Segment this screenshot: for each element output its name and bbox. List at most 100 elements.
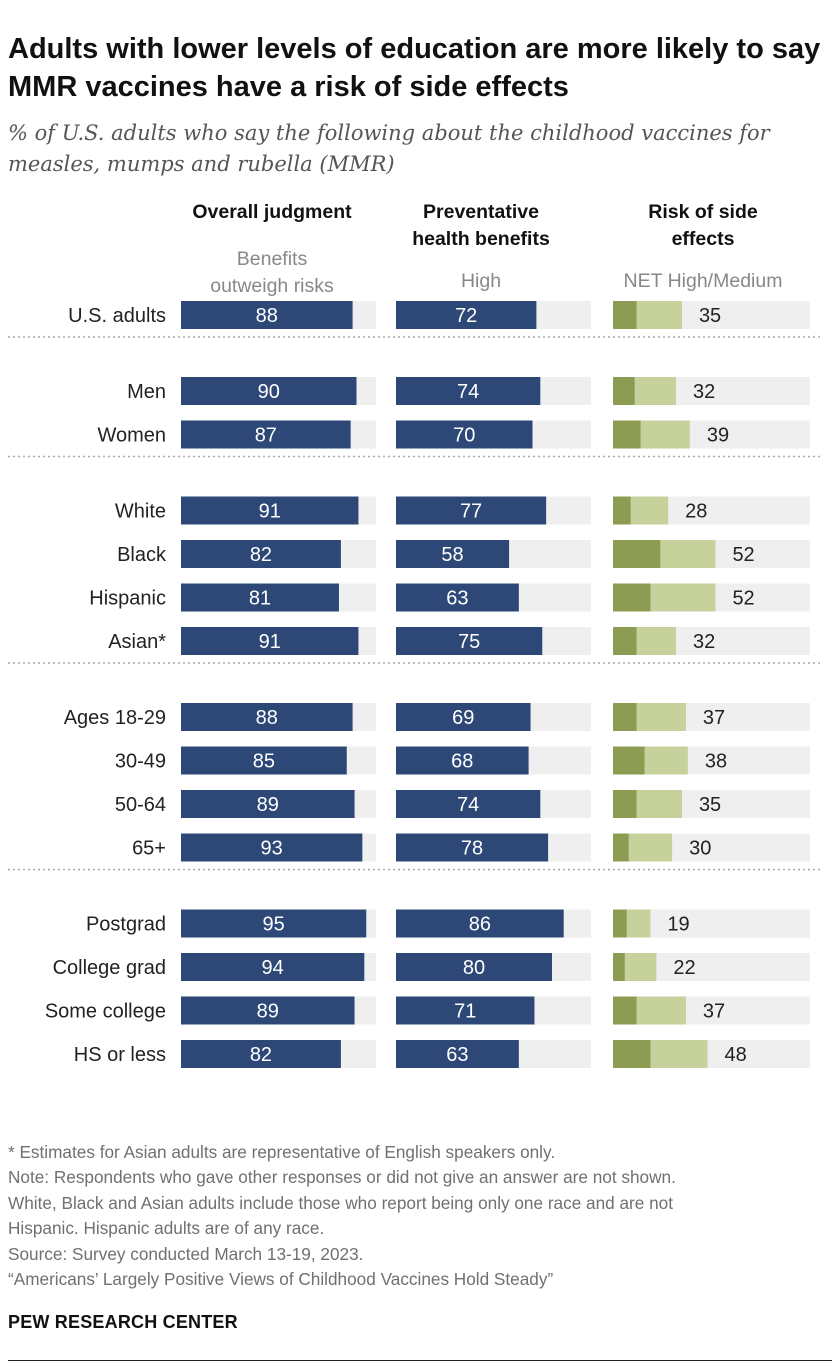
bar-risk-medium [624, 953, 657, 981]
bar-risk-medium [636, 627, 677, 655]
note-race-2: Hispanic. Hispanic adults are of any rac… [8, 1218, 325, 1239]
pew-logo-text: PEW RESEARCH CENTER [8, 1312, 238, 1332]
bar-overall [181, 627, 359, 655]
bar-preventative [396, 1040, 519, 1068]
bar-preventative [396, 746, 529, 775]
chart-title: Adults with lower levels of education ar… [8, 33, 821, 103]
value-label-preventative: 69 [452, 707, 474, 729]
value-label-preventative: 72 [455, 305, 477, 327]
row-label: HS or less [74, 1044, 166, 1066]
value-label-risk: 52 [732, 588, 754, 610]
bar-preventative [396, 909, 564, 938]
bar-preventative [396, 790, 541, 818]
bar-overall [181, 301, 353, 329]
row-label: Postgrad [86, 914, 166, 936]
value-label-risk: 48 [725, 1044, 747, 1066]
value-label-overall: 91 [259, 501, 281, 523]
value-label-overall: 95 [263, 914, 285, 936]
bar-preventative [396, 996, 535, 1025]
column-subheader-preventative: High [461, 270, 501, 292]
row-label: College grad [53, 957, 166, 979]
chart-notes: * Estimates for Asian adults are represe… [8, 1140, 833, 1292]
bar-preventative [396, 583, 519, 612]
value-label-risk: 30 [689, 838, 711, 860]
bar-overall [181, 996, 355, 1025]
value-label-overall: 87 [255, 425, 277, 447]
bar-overall [181, 377, 357, 405]
bar-overall [181, 953, 365, 981]
bar-preventative [396, 377, 541, 405]
bar-preventative [396, 953, 552, 981]
bar-risk-high [613, 420, 641, 449]
row-label: Men [127, 381, 166, 403]
bar-risk-high [613, 746, 645, 775]
value-label-preventative: 63 [446, 588, 468, 610]
bar-risk-high [613, 496, 631, 525]
bar-preventative [396, 540, 510, 568]
value-label-overall: 89 [257, 1001, 279, 1023]
value-label-overall: 89 [257, 794, 279, 816]
bar-risk-high [613, 909, 627, 938]
value-label-risk: 39 [707, 425, 729, 447]
value-label-overall: 85 [253, 751, 275, 773]
bar-risk-high [613, 833, 629, 862]
row-label: 65+ [132, 838, 166, 860]
bar-preventative [396, 496, 547, 525]
bar-risk-high [613, 540, 661, 568]
row-label: U.S. adults [68, 305, 166, 327]
bar-preventative [396, 627, 543, 655]
column-subheader-risk: NET High/Medium [624, 270, 783, 292]
chart-subtitle: % of U.S. adults who say the following a… [8, 121, 770, 176]
column-header-preventative: Preventative [423, 201, 539, 223]
value-label-overall: 82 [250, 1044, 272, 1066]
value-label-overall: 81 [249, 588, 271, 610]
column-header-risk: effects [672, 228, 735, 250]
bar-risk-medium [644, 746, 688, 775]
bar-risk-medium [636, 996, 686, 1025]
value-label-preventative: 77 [460, 501, 482, 523]
value-label-overall: 82 [250, 544, 272, 566]
bar-risk-high [613, 790, 637, 818]
value-label-overall: 88 [256, 305, 278, 327]
row-label: 30-49 [115, 751, 166, 773]
value-label-risk: 38 [705, 751, 727, 773]
bar-risk-medium [640, 420, 690, 449]
value-label-preventative: 63 [446, 1044, 468, 1066]
value-label-risk: 32 [693, 631, 715, 653]
bar-risk-high [613, 377, 635, 405]
column-header-overall: Overall judgment [192, 201, 352, 223]
value-label-risk: 19 [667, 914, 689, 936]
bar-overall [181, 540, 341, 568]
bar-overall [181, 1040, 341, 1068]
bar-risk-medium [636, 790, 682, 818]
value-label-preventative: 74 [457, 381, 479, 403]
row-label: Women [97, 425, 166, 447]
bar-overall [181, 703, 353, 731]
value-label-preventative: 86 [469, 914, 491, 936]
value-label-risk: 32 [693, 381, 715, 403]
bar-risk-medium [626, 909, 651, 938]
bar-risk-medium [660, 540, 716, 568]
value-label-preventative: 74 [457, 794, 479, 816]
bar-risk-high [613, 996, 637, 1025]
value-label-overall: 94 [262, 957, 284, 979]
row-label: Some college [45, 1001, 166, 1023]
bar-overall [181, 496, 359, 525]
bottom-rule [8, 1360, 832, 1361]
bar-risk-high [613, 583, 651, 612]
value-label-overall: 90 [258, 381, 280, 403]
bar-risk-medium [650, 583, 716, 612]
bar-preventative [396, 301, 537, 329]
note-race-1: White, Black and Asian adults include th… [8, 1192, 673, 1213]
bar-risk-medium [628, 833, 673, 862]
value-label-preventative: 68 [451, 751, 473, 773]
bar-overall [181, 420, 351, 449]
chart-area: Overall judgment Benefits outweigh risks Pr… [8, 201, 822, 1068]
note-source: Source: Survey conducted March 13-19, 20… [8, 1243, 364, 1264]
value-label-risk: 28 [685, 501, 707, 523]
row-label: 50-64 [115, 794, 166, 816]
bar-preventative [396, 703, 531, 731]
value-label-risk: 35 [699, 305, 721, 327]
bar-overall [181, 790, 355, 818]
bar-overall [181, 833, 363, 862]
